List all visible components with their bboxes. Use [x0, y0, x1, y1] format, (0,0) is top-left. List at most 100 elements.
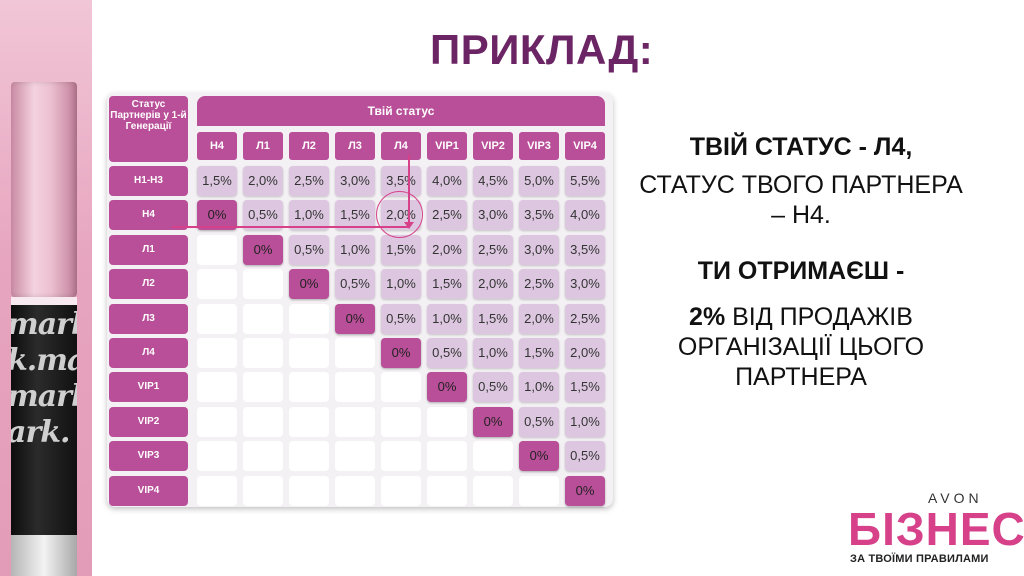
value-cell: 3,5% — [519, 200, 559, 231]
empty-cell — [335, 372, 375, 403]
value-cell: 3,0% — [473, 200, 513, 231]
column-header: Л1 — [243, 132, 283, 160]
empty-cell — [289, 303, 329, 334]
empty-cell — [381, 372, 421, 403]
zero-cell: 0% — [427, 372, 467, 403]
empty-cell — [289, 441, 329, 472]
value-cell: 1,5% — [519, 338, 559, 368]
value-cell: 0,5% — [381, 303, 421, 334]
empty-cell — [197, 303, 237, 334]
row-header: Л4 — [109, 338, 188, 368]
value-cell: 5,5% — [565, 166, 605, 196]
value-cell: 2,0% — [565, 338, 605, 368]
value-cell: 4,0% — [427, 166, 467, 196]
zero-cell: 0% — [565, 475, 605, 506]
column-header: Л4 — [381, 132, 421, 160]
value-cell: 1,0% — [381, 269, 421, 300]
value-cell: 3,0% — [519, 234, 559, 265]
value-cell: 0,5% — [243, 200, 283, 231]
empty-cell — [381, 441, 421, 472]
value-cell: 0,5% — [565, 441, 605, 472]
zero-cell: 0% — [335, 303, 375, 334]
value-cell: 3,0% — [565, 269, 605, 300]
table-corner-header: Статус Партнерів у 1-й Генерації — [109, 96, 188, 162]
zero-cell: 0% — [289, 269, 329, 300]
info-line-1: ТВІЙ СТАТУС - Л4, — [689, 133, 913, 161]
value-cell: 1,0% — [335, 234, 375, 265]
zero-cell: 0% — [519, 441, 559, 472]
value-cell: 4,5% — [473, 166, 513, 196]
info-line-2: СТАТУС ТВОГО ПАРТНЕРА – Н4. — [639, 171, 963, 229]
empty-cell — [243, 475, 283, 506]
value-cell: 0,5% — [519, 406, 559, 437]
empty-cell — [243, 372, 283, 403]
lipstick-base — [11, 535, 77, 576]
value-cell: 2,0% — [519, 303, 559, 334]
empty-cell — [289, 372, 329, 403]
column-header: Н4 — [197, 132, 237, 160]
empty-cell — [335, 475, 375, 506]
empty-cell — [243, 338, 283, 368]
row-header: VIP1 — [109, 372, 188, 403]
column-header: Л2 — [289, 132, 329, 160]
empty-cell — [243, 441, 283, 472]
empty-cell — [381, 406, 421, 437]
empty-cell — [197, 338, 237, 368]
info-line-4: 2% ВІД ПРОДАЖІВ ОРГАНІЗАЦІЇ ЦЬОГО ПАРТНЕ… — [677, 303, 925, 391]
lipstick-text: mark. — [11, 379, 77, 414]
lipstick-cap-image — [11, 82, 77, 297]
row-header: Л1 — [109, 234, 188, 265]
empty-cell — [197, 406, 237, 437]
table-top-header: Твій статус — [197, 96, 605, 126]
value-cell: 3,5% — [565, 234, 605, 265]
value-cell: 1,0% — [289, 200, 329, 231]
zero-cell: 0% — [381, 338, 421, 368]
value-cell: 2,5% — [289, 166, 329, 196]
commission-table — [107, 93, 613, 507]
empty-cell — [335, 406, 375, 437]
empty-cell — [289, 406, 329, 437]
empty-cell — [289, 338, 329, 368]
zero-cell: 0% — [243, 234, 283, 265]
empty-cell — [197, 269, 237, 300]
logo-tagline: ЗА ТВОЇМИ ПРАВИЛАМИ — [850, 553, 989, 565]
value-cell: 1,0% — [519, 372, 559, 403]
value-cell: 2,0% — [473, 269, 513, 300]
row-header: VIP2 — [109, 406, 188, 437]
lipstick-text: k.mar — [11, 343, 77, 378]
zero-cell: 0% — [197, 200, 237, 231]
empty-cell — [427, 441, 467, 472]
value-cell: 2,5% — [427, 200, 467, 231]
value-cell: 0,5% — [289, 234, 329, 265]
row-header: VIP3 — [109, 441, 188, 472]
value-cell: 1,0% — [565, 406, 605, 437]
lipstick-text: mark. — [11, 307, 77, 342]
value-cell: 2,5% — [565, 303, 605, 334]
value-cell: 2,5% — [519, 269, 559, 300]
value-cell: 1,0% — [473, 338, 513, 368]
value-cell: 1,5% — [381, 234, 421, 265]
empty-cell — [197, 475, 237, 506]
biznes-logo-text: БІЗНЕС — [848, 503, 1024, 555]
value-cell: 3,0% — [335, 166, 375, 196]
empty-cell — [427, 475, 467, 506]
value-cell: 0,5% — [473, 372, 513, 403]
lipstick-text: ark. — [11, 415, 70, 450]
empty-cell — [473, 475, 513, 506]
row-header: Л3 — [109, 303, 188, 334]
highlight-arrow-head — [404, 222, 414, 229]
info-line-3: ТИ ОТРИМАЄШ - — [697, 257, 905, 285]
empty-cell — [473, 441, 513, 472]
empty-cell — [427, 406, 467, 437]
empty-cell — [289, 475, 329, 506]
empty-cell — [197, 441, 237, 472]
column-header: VIP4 — [565, 132, 605, 160]
empty-cell — [243, 303, 283, 334]
lipstick-body-image: mark. k.mar mark. ark. — [11, 305, 77, 535]
value-cell: 2,0% — [243, 166, 283, 196]
lipstick-band — [11, 297, 77, 305]
empty-cell — [197, 234, 237, 265]
empty-cell — [335, 441, 375, 472]
zero-cell: 0% — [473, 406, 513, 437]
avon-logo-text: AVON — [928, 490, 983, 506]
